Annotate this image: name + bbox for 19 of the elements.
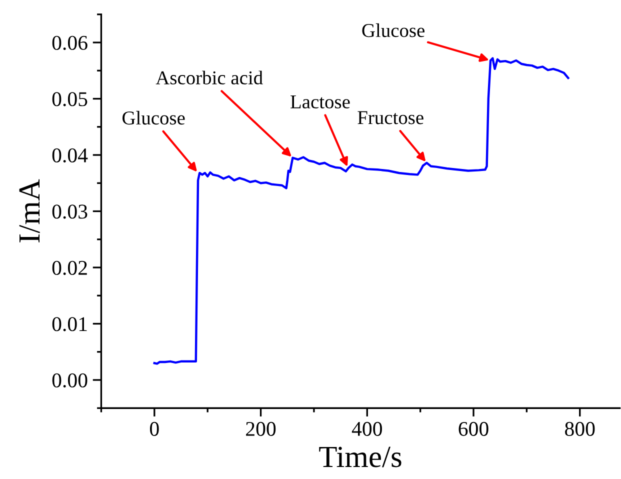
annotation: Lactose <box>290 96 350 108</box>
x-tick-label: 600 <box>458 422 488 436</box>
x-tick-label: 400 <box>352 422 382 436</box>
annotation: Fructose <box>358 111 424 124</box>
x-tick-label: 200 <box>246 422 276 436</box>
x-tick-label: 800 <box>565 422 595 436</box>
y-tick-label: 0.02 <box>52 260 87 276</box>
y-tick-label: 0.06 <box>52 36 88 50</box>
y-tick-label: 0.03 <box>52 204 88 219</box>
annotation: Glucose <box>362 23 424 38</box>
y-tick-label: 0.01 <box>52 317 87 332</box>
annotation: Ascorbic acid <box>156 70 263 84</box>
y-tick-label: 0.04 <box>52 148 88 163</box>
annotation: Glucose <box>122 110 185 125</box>
x-axis-title: Time/s <box>319 446 402 468</box>
x-tick-label: 0 <box>150 422 159 436</box>
y-tick-label: 0.05 <box>52 92 88 106</box>
y-axis-title: I/mA <box>19 179 40 242</box>
y-tick-label: 0.00 <box>52 373 88 388</box>
